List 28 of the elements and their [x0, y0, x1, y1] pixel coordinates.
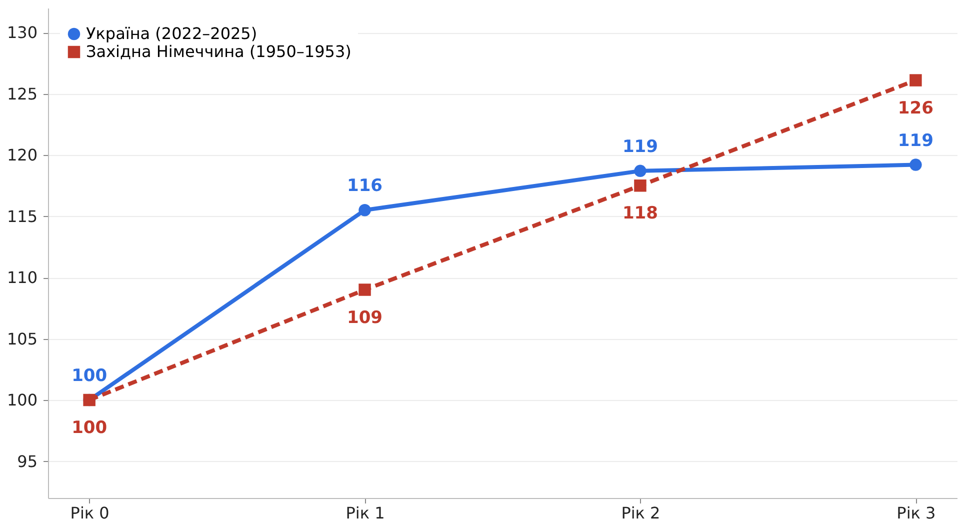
data-label: 109	[347, 308, 383, 328]
point	[634, 164, 646, 178]
point	[910, 74, 922, 86]
data-label: 118	[622, 204, 658, 224]
point	[910, 158, 922, 171]
data-label: 116	[347, 176, 383, 196]
y-tick-label: 110	[6, 268, 38, 287]
legend-label: Західна Німеччина (1950–1953)	[86, 42, 352, 61]
data-label: 100	[72, 418, 108, 438]
point	[634, 180, 646, 192]
data-label: 126	[898, 98, 934, 118]
y-tick-label: 125	[6, 84, 38, 104]
data-label: 119	[898, 130, 934, 151]
y-tick-label: 95	[17, 452, 38, 471]
y-tick-label: 130	[6, 23, 38, 42]
y-tick-label: 115	[6, 206, 38, 226]
point	[358, 204, 371, 216]
x-tick-label: Рік 0	[70, 504, 110, 522]
y-tick-label: 100	[6, 390, 38, 410]
x-tick-label: Рік 3	[896, 504, 936, 522]
x-tick-label: Рік 2	[621, 504, 660, 522]
y-tick-label: 105	[6, 329, 38, 348]
point	[358, 284, 371, 296]
x-tick-label: Рік 1	[346, 504, 385, 522]
data-label: 100	[72, 366, 108, 386]
data-label: 119	[622, 136, 658, 157]
y-tick-label: 120	[6, 146, 38, 164]
legend-label: Україна (2022–2025)	[86, 24, 258, 43]
